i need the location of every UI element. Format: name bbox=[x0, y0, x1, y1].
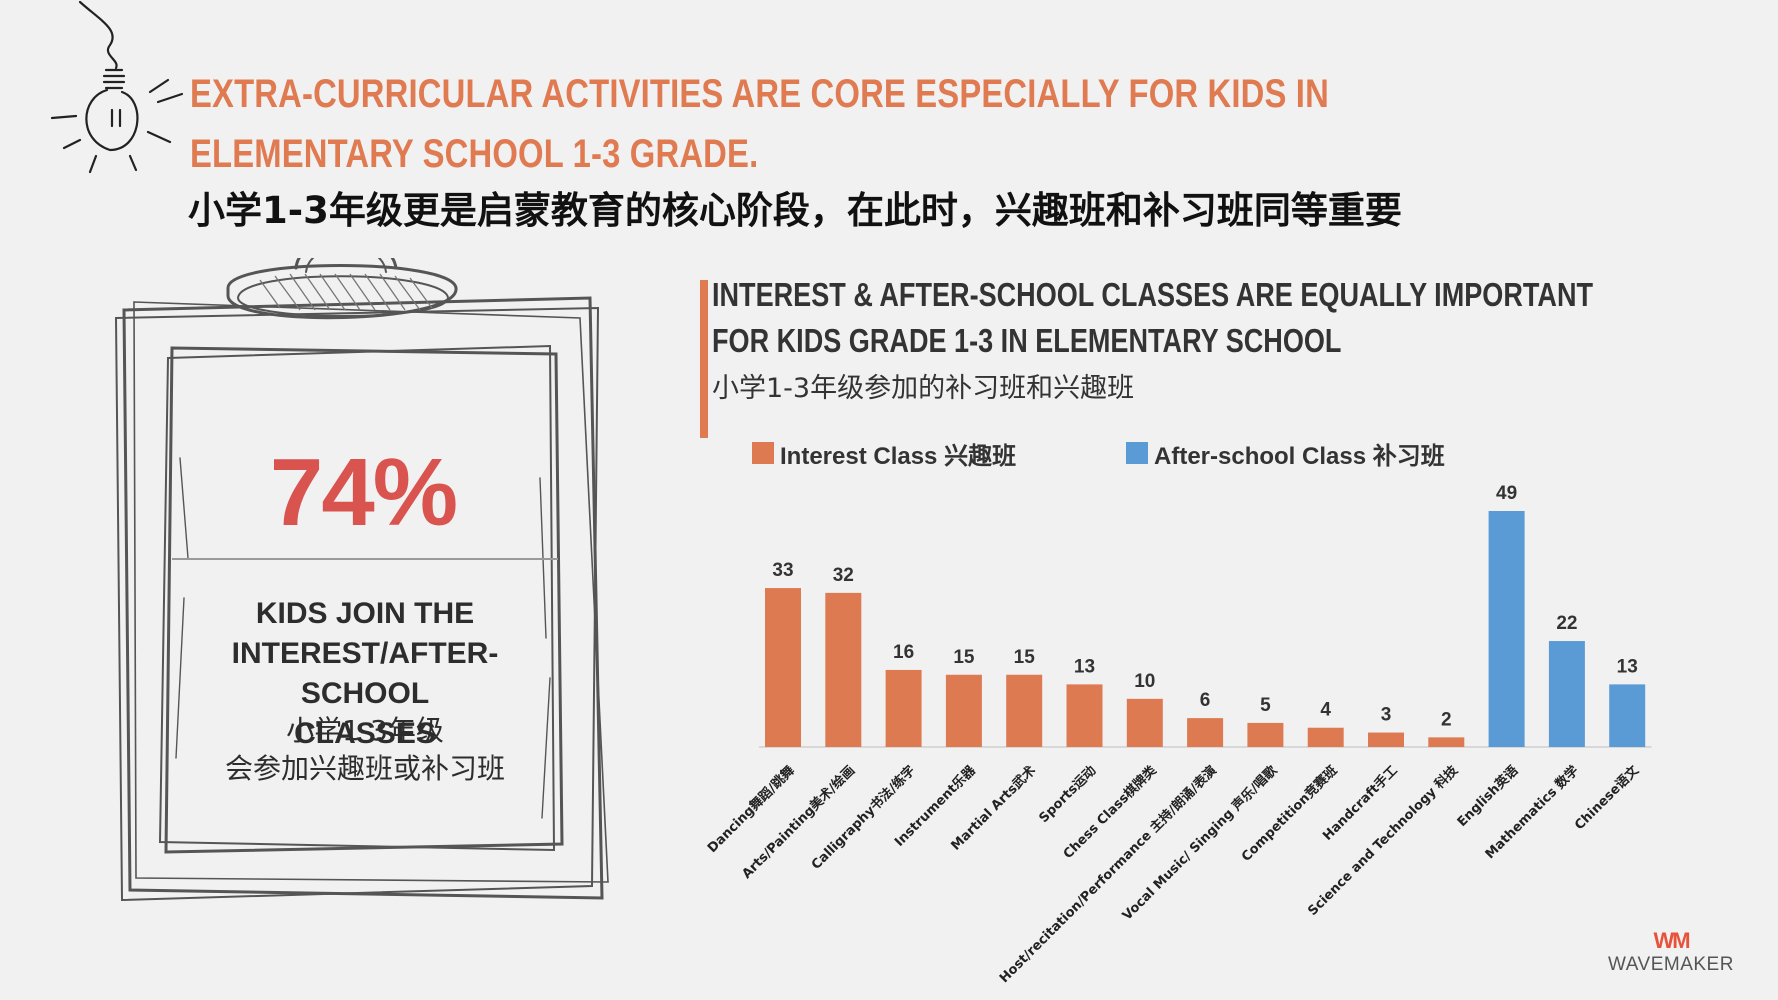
stat-caption-chinese: 小学1-3年级 会参加兴趣班或补习班 bbox=[186, 712, 544, 788]
data-label: 33 bbox=[772, 560, 793, 581]
clipboard-illustration bbox=[114, 258, 609, 902]
headline-line1: EXTRA-CURRICULAR ACTIVITIES ARE CORE ESP… bbox=[190, 72, 1329, 116]
x-tick-label: Host/recitation/Performance 主持/朗诵/表演 bbox=[996, 763, 1220, 987]
x-tick-label: Arts/Painting美术/绘画 bbox=[739, 763, 858, 882]
data-label: 49 bbox=[1496, 483, 1517, 504]
bar bbox=[885, 669, 922, 747]
data-label: 2 bbox=[1441, 709, 1452, 730]
legend-label-after-school: After-school Class 补习班 bbox=[1154, 442, 1445, 470]
bar bbox=[1548, 641, 1585, 747]
headline-line2: ELEMENTARY SCHOOL 1-3 GRADE. bbox=[190, 132, 759, 176]
headline-chinese: 小学1-3年级更是启蒙教育的核心阶段，在此时，兴趣班和补习班同等重要 bbox=[188, 189, 1402, 232]
logo-mark: WM bbox=[1653, 928, 1690, 953]
legend-item-after-school: After-school Class 补习班 bbox=[1126, 438, 1445, 470]
legend-item-interest: Interest Class 兴趣班 bbox=[752, 438, 1017, 470]
chart-title-accent-bar bbox=[700, 280, 708, 438]
data-label: 4 bbox=[1320, 700, 1331, 721]
bar bbox=[765, 588, 801, 747]
data-label: 16 bbox=[893, 642, 914, 663]
bar bbox=[1428, 737, 1465, 747]
data-label: 6 bbox=[1200, 690, 1211, 711]
chart-title-line2: FOR KIDS GRADE 1-3 IN ELEMENTARY SCHOOL bbox=[712, 322, 1342, 359]
x-tick-label: Chinese语文 bbox=[1571, 762, 1642, 833]
legend-label-interest: Interest Class 兴趣班 bbox=[780, 442, 1017, 470]
stat-caption-zh-line: 小学1-3年级 bbox=[286, 714, 444, 747]
legend-swatch-after-school bbox=[1126, 442, 1148, 464]
data-label: 13 bbox=[1074, 656, 1095, 677]
stat-value: 74% bbox=[269, 439, 458, 546]
data-label: 10 bbox=[1134, 671, 1155, 692]
bar bbox=[1488, 511, 1525, 747]
stat-caption-line: KIDS JOIN THE bbox=[255, 597, 475, 630]
legend-swatch-interest bbox=[752, 442, 774, 464]
bar bbox=[1368, 732, 1404, 747]
data-label: 32 bbox=[833, 565, 854, 586]
bar bbox=[1609, 684, 1646, 747]
stat-divider bbox=[172, 558, 558, 560]
x-tick-label: Competition竞赛班 bbox=[1238, 763, 1340, 865]
stat-caption-line: INTEREST/AFTER-SCHOOL bbox=[231, 637, 499, 710]
bar bbox=[945, 674, 982, 747]
bar bbox=[1006, 674, 1043, 747]
x-tick-label: English英语 bbox=[1454, 763, 1521, 830]
bar bbox=[1126, 698, 1163, 747]
data-label: 5 bbox=[1260, 695, 1271, 716]
stat-caption: KIDS JOIN THE INTEREST/AFTER-SCHOOL CLAS… bbox=[186, 594, 544, 754]
data-label: 3 bbox=[1381, 705, 1392, 726]
lightbulb-icon bbox=[50, 0, 184, 174]
data-label: 15 bbox=[953, 647, 975, 668]
data-label: 22 bbox=[1556, 613, 1577, 634]
stat-caption-zh-line: 会参加兴趣班或补习班 bbox=[224, 752, 505, 785]
logo-text: WAVEMAKER bbox=[1608, 954, 1734, 975]
bar bbox=[1247, 722, 1284, 747]
bar bbox=[1187, 718, 1224, 747]
data-label: 15 bbox=[1014, 647, 1036, 668]
bar bbox=[825, 592, 862, 747]
chart-title-line1: INTEREST & AFTER-SCHOOL CLASSES ARE EQUA… bbox=[712, 276, 1594, 313]
x-tick-label: Calligraphy书法/练字 bbox=[808, 763, 918, 873]
chart-subtitle: 小学1-3年级参加的补习班和兴趣班 bbox=[712, 373, 1135, 404]
data-label: 13 bbox=[1617, 656, 1638, 677]
wavemaker-logo: WM WAVEMAKER bbox=[1606, 928, 1736, 976]
stat-caption-line: CLASSES bbox=[294, 717, 436, 750]
x-tick-label: Sports运动 bbox=[1036, 763, 1099, 826]
bar bbox=[1307, 727, 1344, 747]
bar bbox=[1066, 684, 1103, 747]
